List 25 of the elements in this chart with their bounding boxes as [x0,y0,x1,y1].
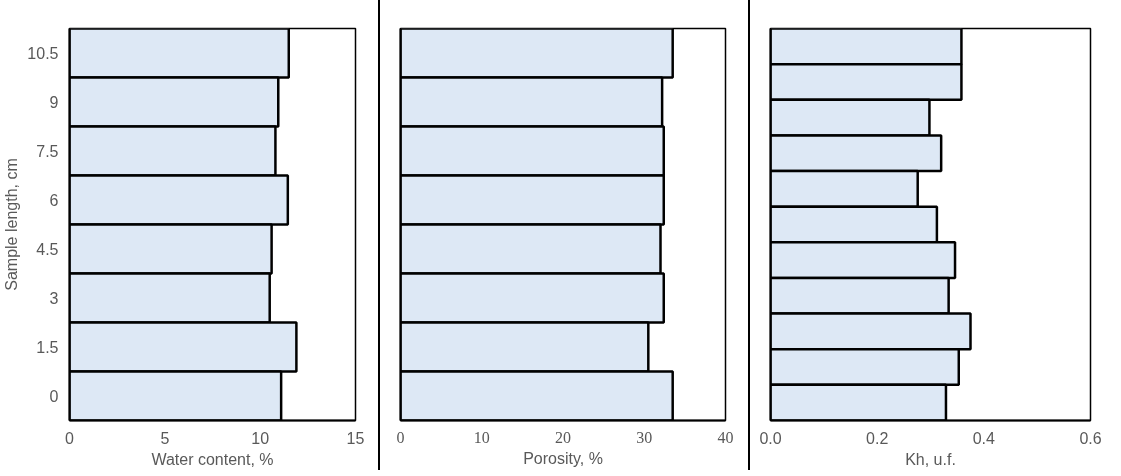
y-tick-label: 7.5 [36,143,59,160]
x-tick-label: 40 [717,428,734,446]
y-tick-label: 3 [49,290,59,307]
y-tick-label: 6 [49,192,59,209]
x-tick-label: 30 [636,428,653,446]
x-tick-label: 0.0 [759,429,782,447]
x-tick-label: 0.2 [866,429,889,447]
x-axis-title: Water content, % [151,450,274,468]
x-tick-label: 15 [346,429,365,447]
x-axis-title: Porosity, % [523,449,603,467]
x-axis-title: Kh, u.f. [905,450,956,468]
y-tick-label: 1.5 [36,339,59,356]
y-tick-label: 9 [49,94,59,111]
x-tick-label: 0.6 [1079,429,1102,447]
x-tick-label: 10 [251,429,270,447]
y-tick-label: 10.5 [27,45,59,62]
y-axis-title: Sample length, cm [3,158,21,291]
x-tick-label: 5 [160,429,170,447]
x-tick-label: 0 [396,428,405,446]
y-tick-label: 4.5 [36,241,59,258]
x-tick-label: 0.4 [972,429,996,447]
x-tick-label: 20 [555,428,571,446]
x-tick-label: 0 [65,429,75,447]
y-tick-label: 0 [49,388,59,405]
x-tick-label: 10 [473,428,490,446]
